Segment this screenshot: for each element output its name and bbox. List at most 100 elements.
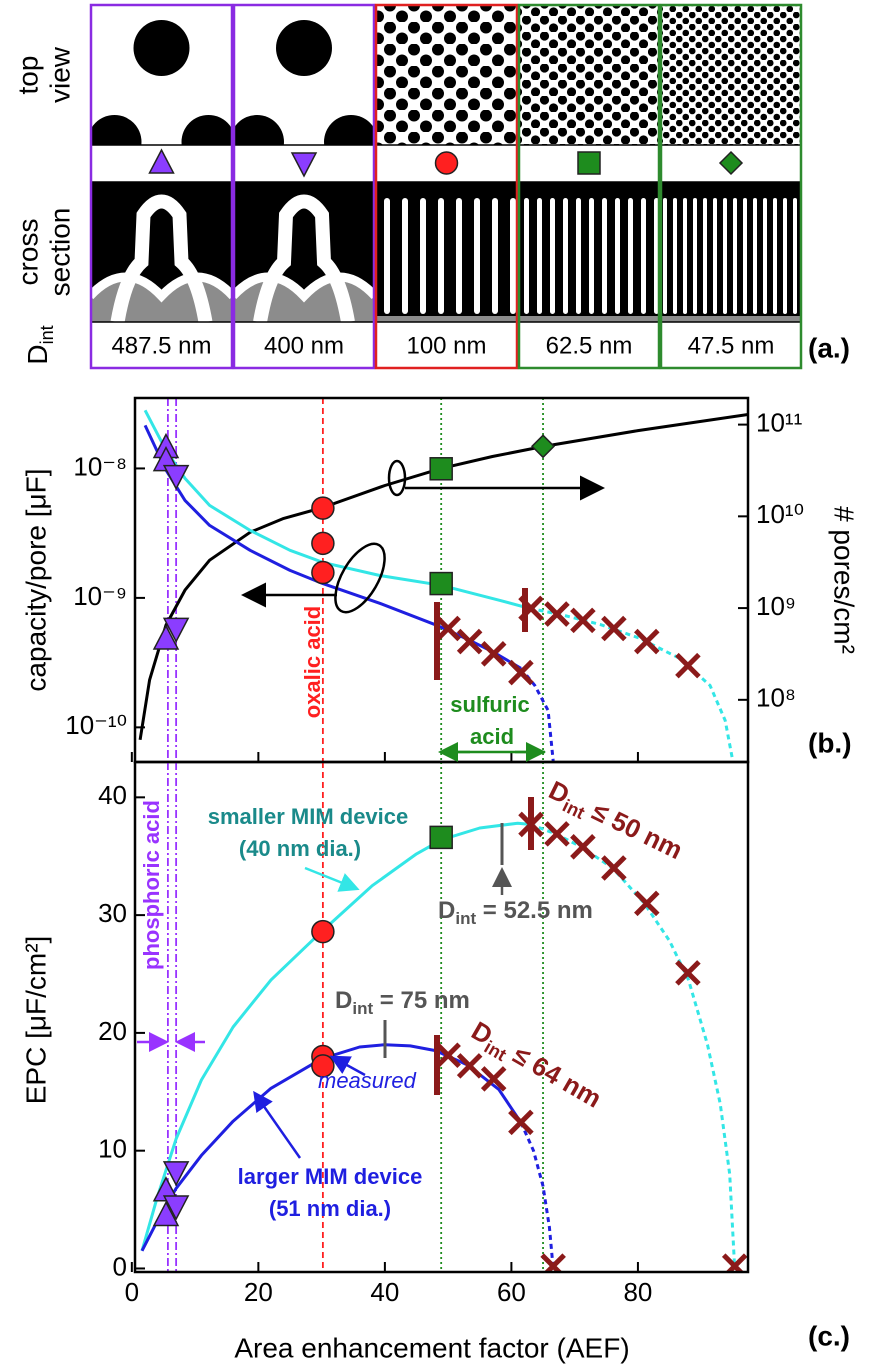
column xyxy=(375,5,518,368)
ellipse xyxy=(387,459,407,497)
circle-marker xyxy=(434,151,459,175)
triangle-marker xyxy=(162,1161,190,1187)
dashed-curve xyxy=(529,822,737,1269)
ann-rest: ≤ 50 nm xyxy=(581,792,688,864)
top-dots xyxy=(518,5,660,145)
panel-tag: (b.) xyxy=(808,727,852,758)
y-tick-label: 30 xyxy=(98,898,127,928)
annotation: oxalic acid xyxy=(300,606,325,719)
plot-frame xyxy=(133,760,750,1274)
triangle-marker xyxy=(152,1200,180,1227)
y-axis-title: capacity/pore [μF] xyxy=(20,468,51,691)
x-tick-label: 0 xyxy=(125,1277,139,1307)
ann-main: D xyxy=(438,897,455,924)
y2-tick-label: 10¹⁰ xyxy=(756,499,804,529)
cross-slots xyxy=(375,182,518,322)
barrier xyxy=(233,272,375,303)
x-tick-label: 20 xyxy=(244,1277,273,1307)
dint-main: D xyxy=(22,344,53,364)
dint-sub: int xyxy=(37,325,57,344)
panels-bc: 10⁻¹⁰ 10⁻⁹ 10⁻⁸ 10⁸ 10⁹ 10¹⁰ 10¹¹ 0 10 20 30 40 0 20 4… xyxy=(65,396,804,1307)
cross-slots xyxy=(518,182,660,322)
diamond-marker xyxy=(718,150,744,176)
arrow xyxy=(253,1090,302,1159)
column-label: 400 nm xyxy=(264,332,344,359)
y2-tick-label: 10⁸ xyxy=(756,683,796,713)
cross-marker xyxy=(634,628,660,655)
panel-a: 487.5 nm 400 nm 100 nm 62.5 nm 47.5 nm xyxy=(89,3,803,370)
triangle-marker xyxy=(290,152,318,178)
ann-rest: = 75 nm xyxy=(373,987,470,1014)
ellipse xyxy=(334,542,386,614)
dint-label: Dint xyxy=(22,325,56,364)
pore-cross xyxy=(110,194,213,324)
column xyxy=(233,5,375,368)
y-tick-label: 10⁻⁸ xyxy=(73,451,127,481)
x-axis-title: Area enhancement factor (AEF) xyxy=(234,1332,629,1363)
circle-marker xyxy=(311,560,335,585)
curve xyxy=(140,1043,523,1252)
decorations xyxy=(137,459,605,1159)
row-label: section xyxy=(44,208,75,297)
triangle-marker xyxy=(152,624,180,650)
y2-tick-label: 10⁹ xyxy=(756,591,796,621)
triangle-marker xyxy=(162,617,190,644)
cross-marker xyxy=(480,641,507,667)
cross-marker xyxy=(601,855,627,881)
substrate xyxy=(375,316,518,322)
square-marker xyxy=(429,571,453,596)
row-label: top xyxy=(12,56,43,95)
column xyxy=(90,5,233,368)
cross-slots xyxy=(660,182,802,322)
column-label: 487.5 nm xyxy=(111,332,211,359)
cross-marker xyxy=(570,834,596,860)
annotation: acid xyxy=(470,724,514,749)
column xyxy=(660,5,802,368)
column-label: 62.5 nm xyxy=(546,332,633,359)
substrate xyxy=(660,316,802,322)
annotation: sulfuric xyxy=(450,692,529,717)
x-tick-label: 60 xyxy=(497,1277,526,1307)
arrow xyxy=(329,1055,366,1077)
column-border xyxy=(89,3,234,370)
ann-rest: ≤ 64 nm xyxy=(502,1036,607,1114)
y-tick-label: 40 xyxy=(98,780,127,810)
y-tick-label: 0 xyxy=(113,1251,127,1281)
column-label: 47.5 nm xyxy=(688,332,775,359)
triangle-marker xyxy=(162,464,190,491)
column-label: 100 nm xyxy=(406,332,486,359)
column-border xyxy=(374,3,519,370)
annotation: smaller MIM device xyxy=(208,804,409,829)
y-tick-label: 20 xyxy=(98,1016,127,1046)
ann-main: D xyxy=(335,987,352,1014)
y-tick-label: 10⁻¹⁰ xyxy=(65,710,127,740)
annotation: larger MIM device xyxy=(238,1164,423,1189)
square-marker xyxy=(429,825,453,850)
cross-marker xyxy=(456,1053,483,1079)
cross-marker xyxy=(570,607,596,634)
x-tick-label: 40 xyxy=(370,1277,399,1307)
arrow xyxy=(304,866,360,892)
substrate xyxy=(518,316,660,322)
cross-marker xyxy=(675,960,701,986)
cross-marker xyxy=(508,659,534,686)
diamond-marker xyxy=(530,434,556,459)
annotation: Dint ≤ 64 nm xyxy=(465,1015,607,1117)
cross-marker xyxy=(540,1253,566,1272)
row-label: cross xyxy=(12,219,43,286)
cross-marker xyxy=(601,615,627,642)
y-tick-label: 10 xyxy=(98,1134,127,1164)
dashed-curve xyxy=(519,1121,555,1269)
panel-tag: (a.) xyxy=(808,332,850,363)
pore-top xyxy=(133,20,190,76)
top-dots xyxy=(660,5,802,145)
annotation: Dint = 75 nm xyxy=(335,987,470,1018)
cross-marker xyxy=(634,890,660,917)
cross-marker xyxy=(435,615,461,642)
y2-tick-label: 10¹¹ xyxy=(756,407,803,437)
annotation: measured xyxy=(318,1068,417,1093)
labels: top view cross section Dint (a.) (b.) (c… xyxy=(12,46,859,1363)
circle-marker xyxy=(311,919,335,944)
